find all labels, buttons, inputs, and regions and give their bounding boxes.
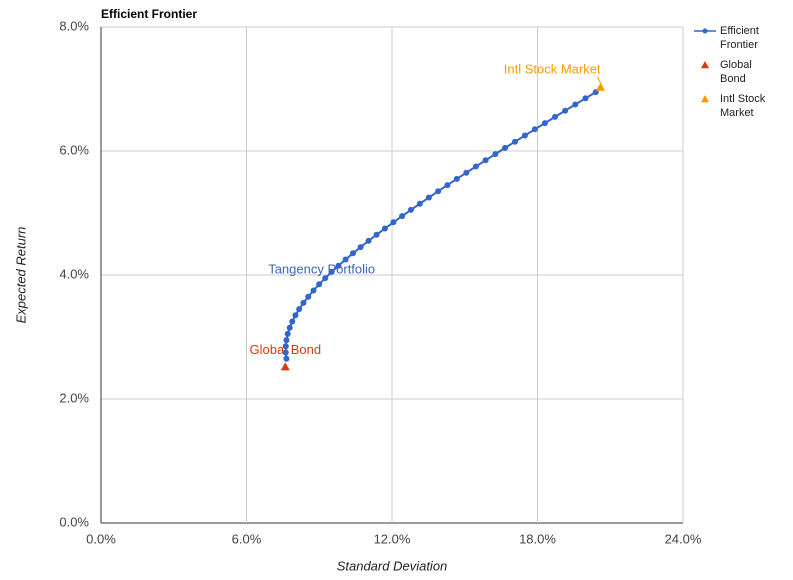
frontier-point — [416, 200, 423, 207]
frontier-point — [502, 144, 509, 151]
frontier-point — [300, 299, 307, 306]
legend-item: Efficient Frontier — [694, 24, 790, 52]
x-tick-label: 0.0% — [86, 531, 116, 546]
x-tick-label: 6.0% — [232, 531, 262, 546]
frontier-point — [541, 120, 548, 127]
frontier-point — [582, 95, 589, 102]
y-tick-label: 0.0% — [59, 514, 89, 529]
legend-label: Efficient Frontier — [720, 25, 759, 51]
legend-item: Intl Stock Market — [694, 92, 790, 120]
frontier-point — [444, 182, 451, 189]
frontier-point — [292, 312, 299, 319]
frontier-point — [453, 175, 460, 182]
legend-triangle — [701, 61, 709, 69]
frontier-point — [562, 107, 569, 114]
point-label: Intl Stock Market — [504, 62, 601, 77]
frontier-point — [531, 126, 538, 133]
legend-label: Global Bond — [720, 59, 752, 85]
frontier-point — [310, 287, 317, 294]
y-tick-label: 8.0% — [59, 18, 89, 33]
y-tick-label: 4.0% — [59, 266, 89, 281]
legend-triangle — [701, 95, 709, 103]
annotation-leader — [597, 76, 601, 84]
frontier-point — [399, 213, 406, 220]
legend-icon — [694, 28, 716, 34]
frontier-point — [296, 306, 303, 313]
frontier-line — [284, 91, 597, 359]
frontier-point — [511, 138, 518, 145]
y-tick-label: 2.0% — [59, 390, 89, 405]
frontier-point — [335, 262, 342, 269]
frontier-point — [316, 281, 323, 288]
frontier-point — [472, 163, 479, 170]
chart-title: Efficient Frontier — [101, 7, 197, 21]
x-tick-label: 12.0% — [374, 531, 411, 546]
frontier-point — [572, 101, 579, 108]
frontier-point — [482, 157, 489, 164]
frontier-point — [286, 324, 293, 331]
frontier-point — [322, 275, 329, 282]
frontier-point — [289, 318, 296, 325]
frontier-point — [328, 268, 335, 275]
frontier-point — [282, 349, 289, 356]
asset-marker — [596, 82, 606, 91]
frontier-point — [552, 113, 559, 120]
point-label: Global Bond — [250, 342, 322, 357]
frontier-point — [357, 244, 364, 251]
frontier-point — [492, 151, 499, 158]
frontier-point — [284, 330, 291, 337]
frontier-point — [521, 132, 528, 139]
frontier-point — [365, 237, 372, 244]
legend-icon — [701, 95, 709, 103]
annotation: Tangency Portfolio — [268, 261, 375, 276]
legend-item: Global Bond — [694, 58, 790, 86]
frontier-point — [282, 343, 289, 350]
x-axis-title: Standard Deviation — [337, 558, 448, 573]
asset-marker — [280, 362, 290, 371]
frontier-point — [283, 337, 290, 344]
frontier-point — [407, 206, 414, 213]
frontier-point — [463, 169, 470, 176]
y-tick-label: 6.0% — [59, 142, 89, 157]
legend-label: Intl Stock Market — [720, 93, 766, 119]
frontier-point — [435, 188, 442, 195]
legend-dot — [702, 28, 708, 34]
legend: Efficient Frontier Global Bond Intl Stock … — [694, 24, 790, 126]
frontier-point — [342, 256, 349, 263]
x-tick-label: 24.0% — [665, 531, 702, 546]
x-tick-label: 18.0% — [519, 531, 556, 546]
frontier-point — [390, 219, 397, 226]
frontier-point — [283, 355, 290, 362]
frontier-point — [381, 225, 388, 232]
frontier-point — [349, 250, 356, 257]
frontier-point — [373, 231, 380, 238]
legend-icon — [701, 61, 709, 69]
y-axis-title: Expected Return — [13, 227, 28, 324]
frontier-point — [425, 194, 432, 201]
frontier-point — [305, 293, 312, 300]
